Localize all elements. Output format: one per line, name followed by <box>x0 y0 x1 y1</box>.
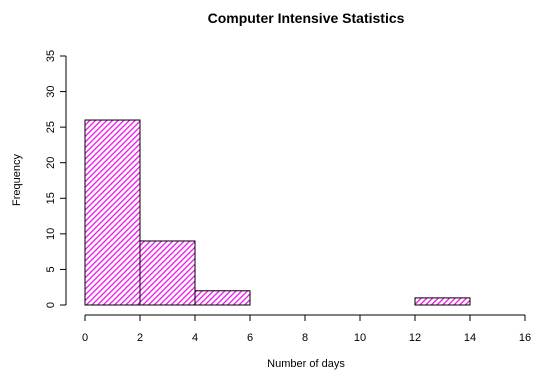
y-tick-label: 10 <box>45 228 57 240</box>
y-axis-label: Frequency <box>11 154 23 206</box>
histogram-bar-1 <box>139 240 196 306</box>
y-tick-label: 5 <box>45 266 57 272</box>
y-tick-label: 20 <box>45 157 57 169</box>
histogram-bars <box>84 119 471 306</box>
x-tick-label: 10 <box>354 332 366 344</box>
x-tick-label: 6 <box>247 332 253 344</box>
y-tick-label: 30 <box>45 85 57 97</box>
y-axis-ticks: 0 5 10 15 20 25 30 35 <box>45 50 66 308</box>
x-tick-label: 8 <box>302 332 308 344</box>
histogram-bar-6 <box>414 297 471 306</box>
x-tick-label: 2 <box>137 332 143 344</box>
x-tick-label: 12 <box>409 332 421 344</box>
x-axis-ticks: 0 2 4 6 8 10 12 14 16 <box>82 315 531 344</box>
x-tick-label: 0 <box>82 332 88 344</box>
y-tick-label: 0 <box>45 302 57 308</box>
x-tick-label: 16 <box>519 332 531 344</box>
x-tick-label: 4 <box>192 332 198 344</box>
x-tick-label: 14 <box>464 332 476 344</box>
y-tick-label: 25 <box>45 121 57 133</box>
histogram-bar-2 <box>194 290 251 306</box>
y-tick-label: 35 <box>45 50 57 62</box>
y-tick-label: 15 <box>45 192 57 204</box>
chart-title: Computer Intensive Statistics <box>208 10 405 26</box>
x-axis-label: Number of days <box>267 358 345 370</box>
histogram-bar-0 <box>84 119 141 306</box>
